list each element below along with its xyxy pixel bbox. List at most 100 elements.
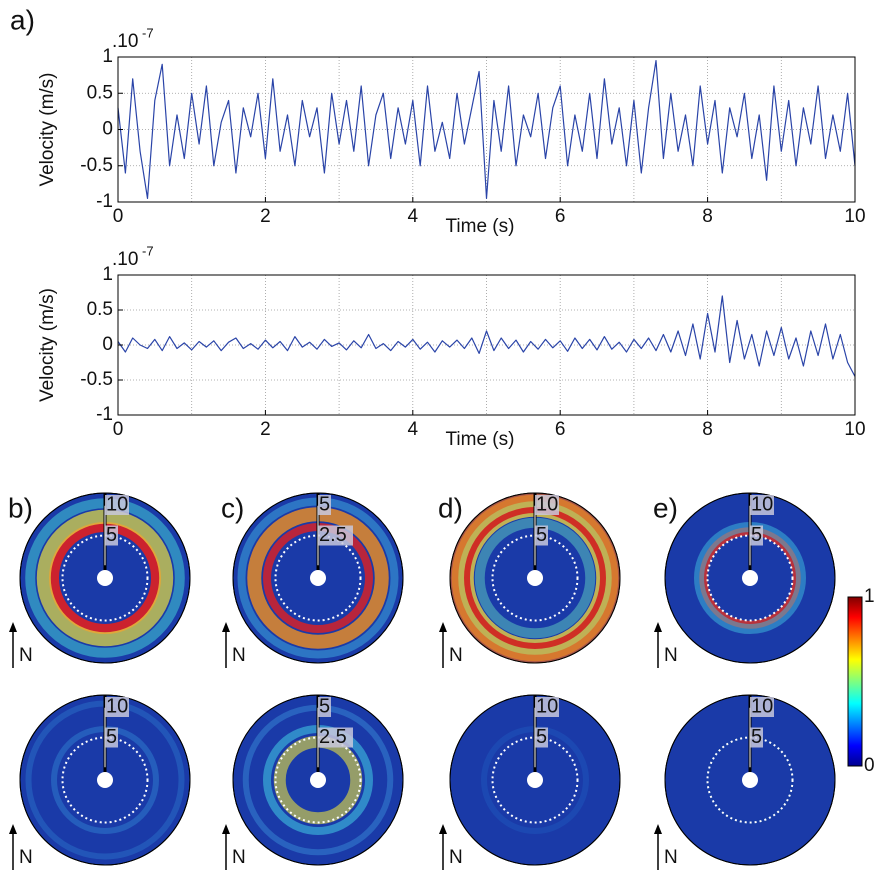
r-label-bg <box>105 495 129 515</box>
r-label-bg <box>105 727 118 748</box>
y-tick-label: 0.5 <box>87 299 113 320</box>
x-axis-label: Time (s) <box>446 216 515 237</box>
north-label: N <box>449 847 463 868</box>
scale-exponent: -7 <box>142 243 154 258</box>
north-arrowhead <box>439 824 447 834</box>
scale-label: .10 <box>112 31 138 52</box>
r-label-bg <box>750 697 774 717</box>
north-label: N <box>232 847 246 868</box>
colorbar-tick-label: 0 <box>864 755 875 776</box>
north-arrowhead <box>654 622 662 632</box>
north-arrowhead <box>439 622 447 632</box>
center-hole <box>527 772 543 788</box>
r-label-bg <box>105 525 118 546</box>
r-tick-label: 10 <box>106 695 128 717</box>
x-tick-label: 6 <box>555 419 566 440</box>
r-tick-label: 5 <box>536 726 547 748</box>
velocity-line <box>117 60 856 199</box>
y-tick-label: 0.5 <box>87 82 113 103</box>
r-tick-label: 5 <box>751 726 762 748</box>
north-arrowhead <box>9 622 17 632</box>
polar-plot: 5 10 Nd) <box>438 492 621 668</box>
north-arrowhead <box>222 824 230 834</box>
r-tick-label: 10 <box>106 493 128 515</box>
x-tick-label: 2 <box>260 206 271 227</box>
north-label: N <box>664 645 678 666</box>
x-tick-label: 0 <box>113 419 124 440</box>
r-tick-label: 2.5 <box>319 726 347 748</box>
north-label: N <box>19 645 33 666</box>
y-tick-label: 1 <box>102 264 113 285</box>
north-label: N <box>232 645 246 666</box>
x-tick-label: 8 <box>702 206 713 227</box>
x-tick-label: 10 <box>844 206 865 227</box>
y-tick-label: 1 <box>102 46 113 67</box>
north-arrowhead <box>654 824 662 834</box>
r-grid <box>274 534 362 622</box>
r-label-bg <box>318 525 353 546</box>
x-tick-label: 2 <box>260 419 271 440</box>
r-label-bg <box>535 495 559 515</box>
r-label-bg <box>535 525 548 546</box>
r-grid <box>706 736 794 824</box>
center-hole <box>527 570 543 586</box>
r-tick-label: 10 <box>536 695 558 717</box>
polar-plot: 2.5 5 N <box>222 694 404 870</box>
polar-plot: 5 10 Nb) <box>8 492 191 668</box>
north-label: N <box>664 847 678 868</box>
scale-exponent: -7 <box>142 25 154 40</box>
north-label: N <box>449 645 463 666</box>
x-tick-label: 8 <box>702 419 713 440</box>
r-grid <box>61 736 149 824</box>
colorbar <box>847 596 863 767</box>
r-tick-label: 5 <box>536 524 547 546</box>
r-grid <box>491 534 579 622</box>
panel-label: c) <box>221 492 244 523</box>
r-tick-label: 5 <box>319 695 330 717</box>
r-tick-label: 10 <box>751 493 773 515</box>
y-axis-label: Velocity (m/s) <box>37 72 58 186</box>
r-label-bg <box>318 495 331 515</box>
r-label-bg <box>750 727 763 748</box>
r-tick-label: 5 <box>106 726 117 748</box>
r-label-bg <box>750 495 774 515</box>
polar-plot: 2.5 5 Nc) <box>221 492 404 668</box>
r-tick-label: 5 <box>751 524 762 546</box>
velocity-line <box>117 295 856 377</box>
r-tick-label: 10 <box>751 695 773 717</box>
y-axis-label: Velocity (m/s) <box>37 288 58 402</box>
x-tick-label: 4 <box>408 419 419 440</box>
panel-label: d) <box>438 492 463 523</box>
panel-label: e) <box>653 492 678 523</box>
polar-plot: 5 10 N <box>9 694 191 870</box>
north-arrowhead <box>9 824 17 834</box>
x-tick-label: 4 <box>408 206 419 227</box>
r-grid <box>61 534 149 622</box>
r-tick-label: 2.5 <box>319 524 347 546</box>
center-hole <box>310 772 326 788</box>
r-tick-label: 10 <box>536 493 558 515</box>
r-grid <box>274 736 362 824</box>
r-label-bg <box>105 697 129 717</box>
center-hole <box>310 570 326 586</box>
scale-label: .10 <box>112 249 138 270</box>
x-axis-label: Time (s) <box>446 429 515 450</box>
y-tick-label: 0 <box>102 119 113 140</box>
y-tick-label: -0.5 <box>80 155 113 176</box>
r-label-bg <box>318 697 331 717</box>
r-grid <box>706 534 794 622</box>
north-arrowhead <box>222 622 230 632</box>
center-hole <box>97 772 113 788</box>
colorbar-tick-label: 1 <box>864 586 875 607</box>
y-tick-label: 0 <box>102 334 113 355</box>
y-tick-label: -1 <box>96 191 113 212</box>
x-tick-label: 10 <box>844 419 865 440</box>
r-label-bg <box>750 525 763 546</box>
y-tick-label: -0.5 <box>80 369 113 390</box>
r-tick-label: 5 <box>106 524 117 546</box>
center-hole <box>742 570 758 586</box>
polar-plot: 5 10 N <box>654 694 836 870</box>
polar-plot: 5 10 Ne) <box>653 492 836 668</box>
y-tick-label: -1 <box>96 404 113 425</box>
